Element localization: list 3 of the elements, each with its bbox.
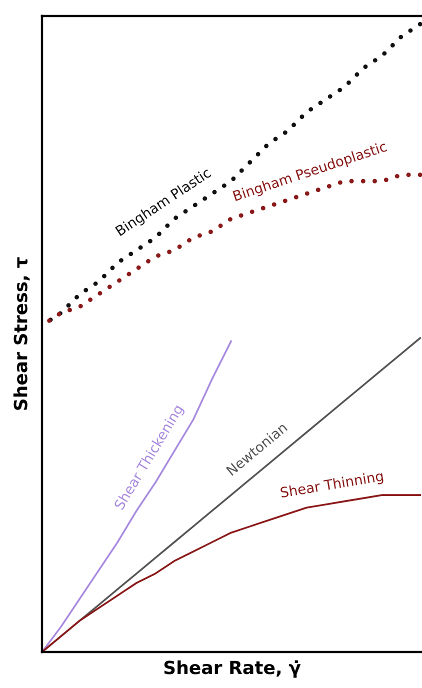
y-axis-title: Shear Stress, τ [13, 257, 30, 410]
x-axis-title: Shear Rate, γ̇ [164, 660, 301, 678]
text: Shear Thinning [280, 470, 384, 500]
